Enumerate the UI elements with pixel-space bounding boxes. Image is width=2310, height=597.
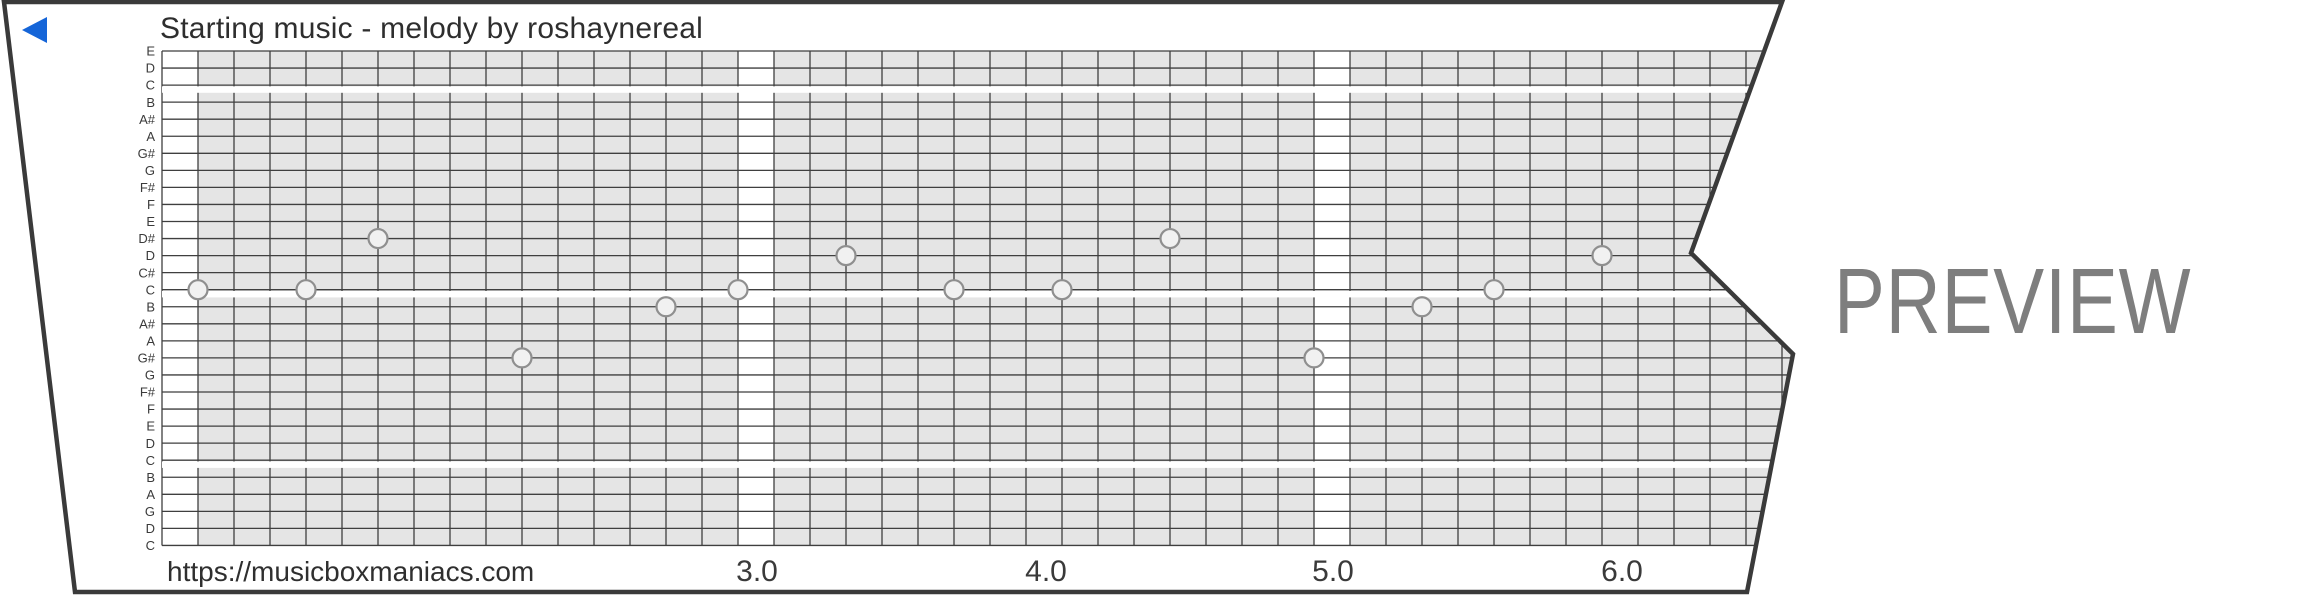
note-row-label: E [146, 214, 155, 229]
note-hole[interactable] [1159, 227, 1181, 250]
note-row-label: G [145, 163, 155, 178]
note-row-label: G [145, 504, 155, 519]
note-hole[interactable] [1411, 296, 1433, 318]
note-row-label: E [146, 44, 155, 59]
note-row-label: A [146, 333, 155, 348]
beat-label: 6.0 [1601, 555, 1643, 588]
note-row-label: C [146, 453, 155, 468]
strip-outline [1, 0, 1796, 595]
note-row-label: D [146, 61, 155, 76]
note-row-label: A# [139, 112, 156, 127]
back-triangle-icon[interactable] [22, 17, 47, 43]
note-row-label: A [146, 129, 155, 144]
page-title: Starting music - melody by roshaynereal [160, 12, 704, 45]
note-row-label: D [146, 436, 155, 451]
note-row-label: B [146, 299, 155, 314]
note-row-label: F# [140, 385, 156, 400]
note-hole[interactable] [1303, 347, 1325, 369]
note-row-label: C# [138, 265, 155, 280]
note-hole[interactable] [655, 296, 677, 318]
note-row-label: F# [140, 180, 156, 195]
note-row-label: C [146, 538, 155, 553]
note-row-label: F [147, 197, 155, 212]
note-row-label: G [145, 368, 155, 383]
note-row-label: A# [139, 316, 156, 331]
note-row-label: D [146, 248, 155, 263]
site-url: https://musicboxmaniacs.com [167, 556, 535, 587]
note-hole[interactable] [835, 245, 857, 267]
note-hole[interactable] [1051, 279, 1073, 301]
beat-label: 3.0 [736, 555, 778, 588]
measure-white-column [1314, 51, 1350, 546]
note-row-label: F [147, 402, 155, 417]
octave-gap [162, 291, 1793, 298]
note-row-label: G# [138, 146, 156, 161]
note-hole[interactable] [727, 279, 749, 301]
note-hole[interactable] [943, 279, 965, 301]
note-row-label: D [146, 521, 155, 536]
note-row-label: G# [138, 351, 156, 366]
preview-watermark: PREVIEW [1834, 249, 2192, 353]
beat-label: 5.0 [1312, 555, 1354, 588]
note-hole[interactable] [295, 279, 317, 301]
note-hole[interactable] [187, 279, 209, 301]
note-row-label: D# [138, 231, 155, 246]
note-row-label: B [146, 470, 155, 485]
note-hole[interactable] [1591, 245, 1613, 267]
note-hole[interactable] [1483, 279, 1505, 301]
note-row-label: B [146, 95, 155, 110]
note-row-label: C [146, 282, 155, 297]
beat-label: 4.0 [1025, 555, 1067, 588]
note-row-label: E [146, 419, 155, 434]
octave-gap [162, 86, 1793, 93]
grid-cell-field [162, 51, 1793, 546]
note-row-label: A [146, 487, 155, 502]
note-hole[interactable] [367, 227, 389, 250]
octave-gap [162, 461, 1793, 468]
note-row-label: C [146, 78, 155, 93]
note-hole[interactable] [511, 347, 533, 369]
